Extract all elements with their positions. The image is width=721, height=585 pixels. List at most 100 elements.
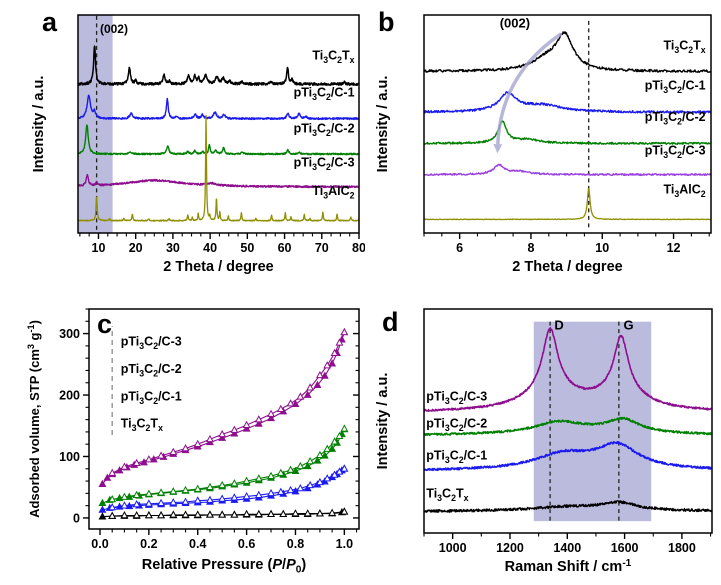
x-tick-label: 70: [315, 241, 329, 255]
trace-Ti3C2Tx: [423, 31, 712, 73]
desorption-marker: [330, 470, 339, 478]
desorption-marker: [306, 456, 315, 465]
desorption-marker: [242, 491, 251, 500]
panel-letter-c: c: [97, 309, 113, 339]
series-label-pTi3C2/C-2: pTi3C2/C-2: [645, 110, 706, 127]
adsorption-marker: [254, 419, 263, 427]
desorption-marker: [340, 327, 349, 336]
desorption-marker: [340, 424, 349, 432]
desorption-marker: [181, 444, 190, 452]
desorption-marker: [218, 429, 227, 438]
desorption-marker: [315, 450, 324, 459]
x-tick-label: 12: [667, 241, 681, 255]
y-tick-label: 100: [59, 450, 80, 464]
xrd-full-range-chart: 10 20 30 40 50 60 70 80 (002) Ti3C2Tx pTi3C2/C-1 pT…: [31, 14, 365, 275]
x-axis-title: Relative Pressure (P/P0): [142, 557, 307, 576]
trace-Ti3C2Tx: [423, 499, 713, 513]
desorption-marker: [330, 437, 339, 445]
desorption-marker: [144, 499, 153, 507]
series-label-Ti3C2Tx: Ti3C2Tx: [426, 486, 468, 503]
desorption-marker: [340, 464, 349, 472]
x-tick-label: 1000: [439, 541, 467, 555]
desorption-marker: [303, 509, 312, 517]
trace-pTi3C2/C-1: [423, 91, 712, 114]
desorption-marker: [242, 476, 251, 484]
desorption-marker: [323, 474, 332, 482]
x-tick-label: 60: [278, 241, 292, 255]
desorption-marker: [157, 511, 166, 519]
desorption-marker: [340, 507, 349, 515]
series-label-pTi3C2/C-1: pTi3C2/C-1: [294, 85, 355, 102]
y-axis-title: Intensity / a.u.: [31, 76, 47, 173]
adsorption-marker: [303, 461, 312, 470]
desorption-marker: [279, 509, 288, 518]
panel-b: b 6 8 10 12 (002) Ti3C2Tx pTi3C2/C-1 pTi3C2/C-2…: [372, 5, 717, 287]
trace-pTi3C2/C-2: [423, 416, 713, 437]
desorption-marker: [157, 498, 166, 506]
desorption-marker: [286, 465, 295, 473]
desorption-marker: [169, 510, 178, 518]
plot-frame: [423, 14, 712, 234]
adsorption-marker: [98, 479, 107, 487]
y-tick-label: 0: [73, 511, 80, 525]
trace-pTi3C2/C-1: [77, 94, 360, 121]
desorption-marker: [242, 509, 251, 518]
desorption-marker: [276, 468, 285, 476]
desorption-marker: [108, 468, 117, 476]
desorption-marker: [181, 510, 190, 518]
desorption-marker: [169, 487, 178, 495]
raman-spectra-chart: 1000 1200 1400 1600 1800 D G Ti3C2Tx pTi3C2/C-1 p…: [375, 308, 713, 575]
desorption-marker: [206, 495, 214, 503]
annotation: G: [623, 317, 633, 332]
adsorption-marker: [320, 371, 329, 379]
x-axis-title: Raman Shift / cm-1: [505, 558, 632, 575]
desorption-marker: [132, 490, 141, 499]
y-axis-title: Intensity / a.u.: [375, 76, 391, 173]
desorption-marker: [144, 455, 153, 463]
desorption-marker: [230, 425, 239, 433]
desorption-marker: [291, 509, 300, 517]
annotation: D: [554, 317, 563, 332]
x-tick-label: 0.6: [238, 537, 255, 551]
adsorption-marker: [320, 451, 329, 459]
desorption-marker: [335, 467, 344, 475]
x-tick-label: 40: [203, 241, 217, 255]
x-tick-label: 0.4: [189, 537, 206, 551]
y-tick-label: 200: [59, 389, 80, 403]
trace-Ti3C2Tx: [77, 45, 360, 87]
series-label-pTi3C2/C-2: pTi3C2/C-2: [294, 122, 355, 138]
desorption-marker: [330, 348, 339, 357]
x-tick-label: 50: [240, 241, 254, 255]
x-tick-label: 0.8: [287, 537, 304, 551]
desorption-marker: [315, 509, 324, 517]
trace-pTi3C2/C-2: [77, 124, 360, 156]
desorption-marker: [267, 488, 275, 497]
desorption-marker: [193, 510, 202, 518]
desorption-marker: [267, 509, 275, 518]
trace-pTi3C2/C-3: [77, 173, 360, 189]
desorption-marker: [120, 501, 129, 509]
trace-pTi3C2/C-3: [423, 163, 712, 177]
desorption-marker: [254, 474, 263, 482]
trace-pTi3C2/C-1: [423, 441, 713, 472]
desorption-marker: [181, 497, 190, 505]
xrd-low-angle-chart: 6 8 10 12 (002) Ti3C2Tx pTi3C2/C-1 pTi3C2/C-2 pT…: [375, 14, 712, 275]
desorption-marker: [218, 480, 227, 489]
desorption-marker: [242, 420, 251, 428]
desorption-marker: [328, 508, 337, 516]
trace-Ti3AlC2: [77, 114, 360, 222]
desorption-marker: [335, 431, 344, 440]
series-label-pTi3C2/C-3: pTi3C2/C-3: [426, 389, 487, 406]
adsorption-marker: [291, 399, 300, 408]
desorption-marker: [132, 499, 141, 508]
desorption-marker: [306, 480, 315, 489]
x-tick-label: 0.2: [140, 537, 157, 551]
desorption-marker: [206, 434, 214, 443]
desorption-marker: [193, 484, 202, 492]
desorption-marker: [323, 361, 332, 369]
desorption-marker: [120, 511, 129, 519]
panel-d: d 1000 1200 1400 1600 1800 D G Ti3C2Tx pTi3C2/C-…: [372, 295, 717, 583]
series-label-pTi3C2/C-1: pTi3C2/C-1: [645, 79, 706, 96]
series-label-Ti3C2Tx: Ti3C2Tx: [312, 48, 354, 64]
